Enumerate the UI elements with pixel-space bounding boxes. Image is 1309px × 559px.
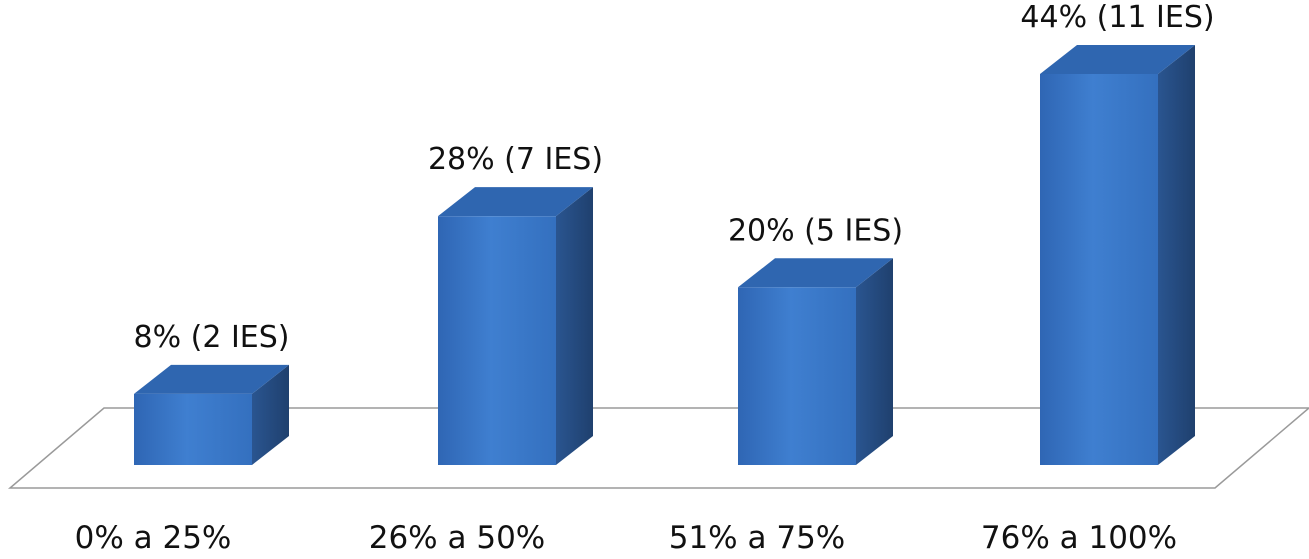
bar-front-face <box>438 216 556 465</box>
bar-side-face <box>856 258 893 465</box>
x-tick-label: 26% a 50% <box>369 520 546 556</box>
bar <box>738 258 893 465</box>
bar <box>1040 45 1195 465</box>
bar-side-face <box>252 364 289 465</box>
bar-side-face <box>1158 45 1195 465</box>
data-label: 44% (11 IES) <box>1020 0 1214 35</box>
bars-group <box>134 45 1195 465</box>
bar <box>438 187 593 465</box>
bar-top-face <box>438 187 593 217</box>
x-tick-label: 51% a 75% <box>669 520 846 556</box>
bar-front-face <box>134 393 252 465</box>
data-labels-group: 8% (2 IES) 28% (7 IES) 20% (5 IES) 44% (11 … <box>133 0 1214 355</box>
data-label: 28% (7 IES) <box>428 142 603 177</box>
x-tick-labels-group: 0% a 25% 26% a 50% 51% a 75% 76% a 100% <box>75 520 1178 556</box>
bar <box>134 364 289 465</box>
x-tick-label: 76% a 100% <box>981 520 1177 556</box>
bar-side-face <box>556 187 593 465</box>
bar-top-face <box>1040 45 1195 74</box>
x-tick-label: 0% a 25% <box>75 520 232 556</box>
chart-floor <box>7 407 1309 489</box>
bar-front-face <box>738 287 856 465</box>
bar-top-face <box>134 364 289 394</box>
data-label: 8% (2 IES) <box>133 320 289 355</box>
bar-top-face <box>738 258 893 288</box>
data-label: 20% (5 IES) <box>728 213 903 248</box>
bar-front-face <box>1040 74 1158 465</box>
